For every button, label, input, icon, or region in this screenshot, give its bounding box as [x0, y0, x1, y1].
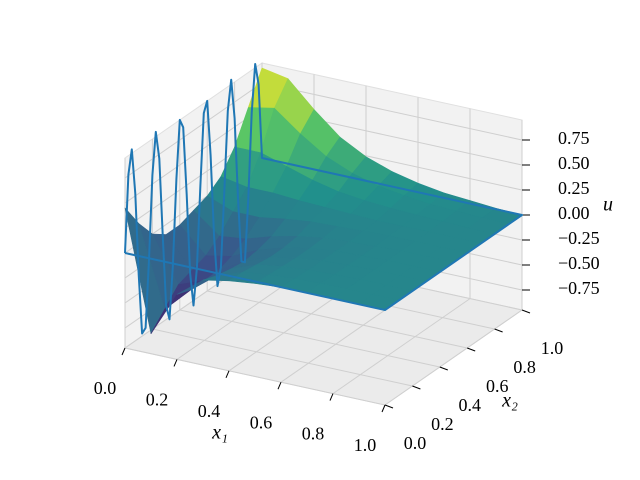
- y-tick: [439, 366, 448, 371]
- x-tick-label: 0.8: [302, 424, 325, 444]
- y-tick: [494, 328, 503, 333]
- x-tick-label: 0.6: [250, 412, 273, 432]
- y-tick: [521, 309, 531, 314]
- x-tick: [329, 393, 334, 401]
- x-tick-label: 0.0: [94, 378, 117, 398]
- x-tick-label: 0.2: [146, 390, 169, 410]
- x-tick-label: 0.4: [198, 401, 221, 421]
- x-grid-line: [332, 298, 471, 395]
- z-tick-label: −0.25: [558, 228, 600, 248]
- x-tick: [277, 382, 282, 390]
- y-tick-label: 0.6: [486, 376, 509, 396]
- z-grid-line: [261, 82, 523, 141]
- z-tick-label: 0.50: [558, 153, 590, 173]
- y-tick: [467, 347, 476, 352]
- z-grid-line: [124, 82, 263, 179]
- z-tick-label: −0.75: [558, 278, 600, 298]
- y-tick-label: 0.0: [404, 433, 427, 453]
- boundary-line: [124, 63, 523, 335]
- x-tick: [225, 370, 230, 378]
- z-axis-label: u: [603, 194, 613, 216]
- x-grid-line: [384, 309, 523, 406]
- z-tick-label: −0.50: [558, 253, 600, 273]
- y-axis-label: x₂: [501, 390, 518, 412]
- x-tick-label: 1.0: [354, 435, 377, 455]
- y-tick: [384, 404, 394, 409]
- y-grid-line: [124, 347, 386, 406]
- y-tick-label: 0.8: [513, 357, 536, 377]
- y-tick-label: 1.0: [541, 338, 564, 358]
- x-axis-label: x₁: [211, 422, 228, 444]
- y-grid-line: [207, 290, 468, 349]
- y-tick-label: 0.4: [459, 395, 482, 415]
- x-tick: [121, 347, 126, 356]
- surface: [124, 67, 523, 335]
- y-tick: [412, 385, 421, 390]
- y-tick-label: 0.2: [431, 414, 454, 434]
- x-tick: [173, 359, 178, 367]
- y-grid-line: [152, 328, 413, 387]
- x-tick: [381, 404, 386, 413]
- z-grid-line: [124, 107, 263, 204]
- z-tick-label: 0.00: [558, 203, 590, 223]
- overlay: 0.00.20.40.60.81.0 0.00.20.40.60.81.0−0.7…: [94, 63, 600, 455]
- z-tick-label: 0.75: [558, 128, 590, 148]
- z-tick-label: 0.25: [558, 178, 590, 198]
- y-grid-line: [179, 309, 440, 368]
